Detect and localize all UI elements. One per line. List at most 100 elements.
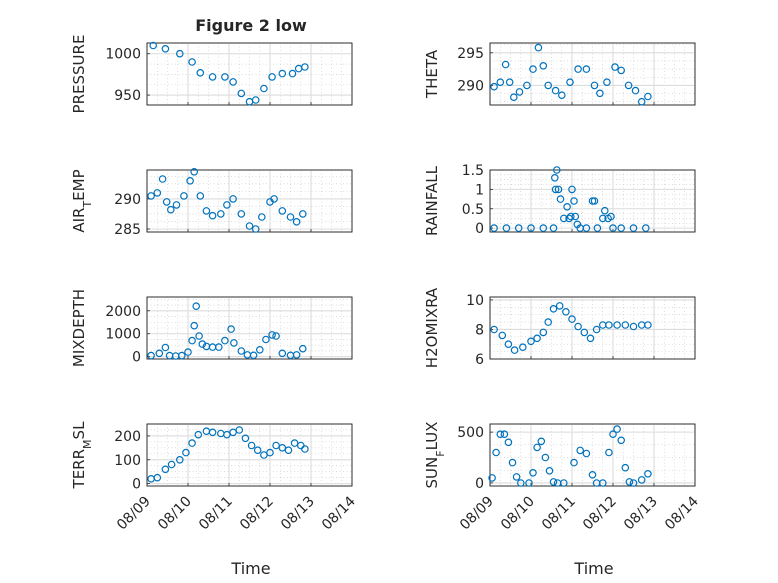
y-axis-label: PRESSURE [70,35,88,114]
data-point-marker [290,439,299,447]
data-point-marker [596,89,604,98]
data-point-marker [518,343,527,352]
data-point-marker [505,78,514,87]
data-point-marker [588,470,597,479]
data-point-marker [286,213,295,221]
data-point-marker [268,331,276,339]
data-point-marker [155,349,164,358]
axes-border [146,423,353,487]
y-axis-label: TERRMSL [70,421,94,490]
data-point-marker [230,339,238,347]
data-point-marker [176,49,184,58]
data-point-marker [613,425,621,433]
axes-border [146,296,353,360]
axes-border [489,423,696,487]
data-point-marker [605,321,613,329]
data-point-marker [559,214,568,223]
data-point-marker [600,206,609,215]
data-point-marker [167,460,176,469]
data-point-marker [576,446,585,455]
data-point-marker [272,332,280,340]
subplot-top-right: 290 295 THETA [423,42,696,106]
y-tick-label: 290 [457,78,484,94]
data-point-marker [534,43,543,52]
data-point-marker [180,192,188,200]
data-point-marker [217,210,225,218]
data-point-marker [631,86,640,95]
data-point-marker [158,175,167,183]
data-point-marker [629,479,638,487]
data-point-marker [533,443,541,452]
data-point-marker [301,445,309,453]
data-point-marker [251,96,260,104]
data-point-marker [188,439,196,447]
data-point-marker [570,197,578,205]
data-point-marker [488,474,496,482]
y-tick-label: 0 [475,476,484,492]
data-point-marker [251,225,260,233]
data-point-marker [617,436,626,445]
data-point-marker [613,321,621,329]
data-point-marker [501,60,510,69]
data-point-marker [544,81,553,90]
data-point-marker [554,185,563,194]
data-point-marker [550,174,559,182]
data-point-marker [162,198,171,206]
y-axis-label: THETA [423,49,441,99]
data-point-marker [568,185,576,194]
data-point-marker [202,207,211,215]
data-point-marker [516,479,525,487]
subplot-row3-right: 6 8 10 H2OMIXRA [423,287,696,368]
subplot-top-left: 950 1000 PRESSURE [70,35,353,114]
data-point-marker [229,195,237,203]
data-point-marker [221,73,229,81]
y-tick-label: 290 [114,192,141,208]
data-point-marker [539,224,548,232]
data-point-marker [539,62,548,70]
data-point-marker [617,66,626,75]
data-point-marker [644,321,652,329]
data-point-marker [255,345,264,354]
y-axis-label: H2OMIXRA [423,287,441,368]
data-point-marker [624,81,633,90]
data-point-marker [607,212,615,221]
data-point-marker [149,41,158,50]
data-point-marker [257,213,266,221]
data-point-marker [490,224,498,232]
data-point-marker [496,430,505,439]
figure-title: Figure 2 low [195,16,307,35]
data-point-marker [621,463,630,472]
data-point-marker [529,468,537,477]
axes-frame [489,423,696,487]
data-point-marker [196,69,205,77]
data-point-marker [184,348,192,356]
y-axis-label: MIXDEPTH [70,289,88,367]
data-point-marker [249,351,258,360]
data-point-marker [527,224,535,232]
data-point-marker [644,92,652,101]
data-point-marker [625,478,634,486]
data-point-marker [270,195,278,203]
data-point-marker [549,224,558,232]
data-point-marker [292,218,301,226]
data-point-marker [504,340,513,349]
data-point-marker [298,344,307,353]
data-point-marker [590,81,599,90]
data-point-marker [190,168,199,176]
data-point-marker [278,349,287,358]
data-point-marker [498,331,507,340]
data-point-marker [288,69,297,78]
data-point-marker [266,448,274,457]
y-tick-label: 1 [475,182,484,198]
data-point-marker [178,351,186,360]
data-point-marker [582,65,591,73]
data-point-marker [580,328,589,337]
y-tick-label: 10 [466,293,484,309]
data-point-marker [208,211,217,220]
data-point-marker [555,302,564,310]
y-axis-label: RAINFALL [423,165,441,236]
data-point-marker [268,73,276,81]
data-point-marker [500,430,509,439]
data-point-marker [537,437,546,446]
data-point-marker [586,334,595,343]
